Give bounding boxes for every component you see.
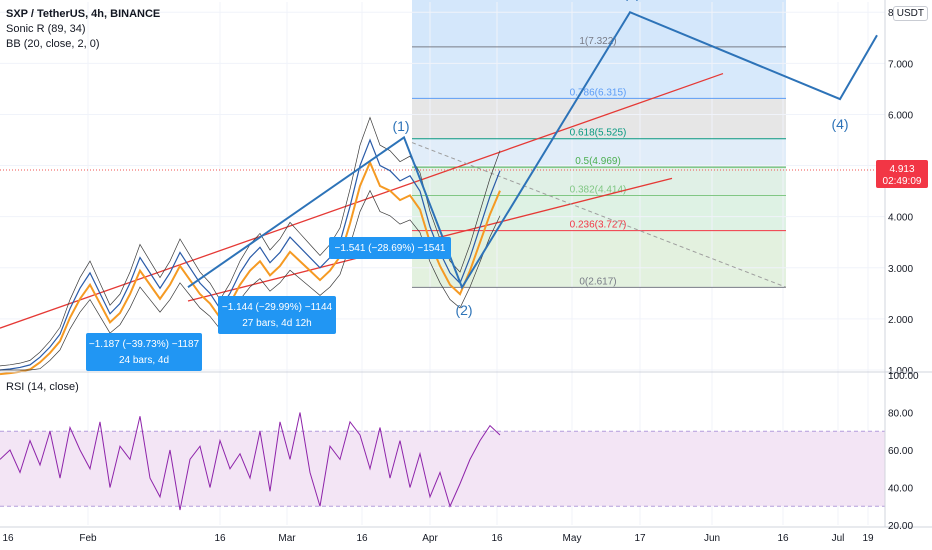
fib-level-label: 1(7.322) bbox=[579, 36, 616, 47]
fib-level-label: 0.236(3.727) bbox=[570, 220, 627, 231]
fib-zone bbox=[412, 167, 786, 196]
wave-label: (4) bbox=[831, 116, 848, 132]
fib-zone bbox=[412, 98, 786, 139]
y-tick-label: 8 bbox=[888, 8, 894, 19]
elliott-wave: (1) (2) (3) (4) bbox=[187, 0, 878, 318]
rsi-y-tick-label: 20.00 bbox=[888, 521, 913, 532]
fib-level-label: 0.5(4.969) bbox=[575, 156, 621, 167]
price-line bbox=[0, 138, 501, 371]
x-tick-label: Apr bbox=[422, 533, 438, 544]
wave-label: (2) bbox=[455, 302, 472, 318]
measure-box bbox=[86, 333, 202, 371]
symbol-title[interactable]: SXP / TetherUS, 4h, BINANCE bbox=[6, 8, 161, 20]
x-tick-label: 16 bbox=[214, 533, 226, 544]
indicator-sonic-r[interactable]: Sonic R (89, 34) bbox=[6, 23, 86, 35]
rsi-y-tick-label: 80.00 bbox=[888, 409, 913, 420]
bb-lower-line bbox=[0, 189, 501, 371]
last-price-value: 4.913 bbox=[889, 164, 914, 175]
x-tick-label: 16 bbox=[777, 533, 789, 544]
fib-level-label: 0.618(5.525) bbox=[570, 128, 627, 139]
fibonacci-fills bbox=[412, 0, 786, 288]
x-tick-label: 17 bbox=[634, 533, 646, 544]
x-tick-label: 16 bbox=[356, 533, 368, 544]
x-tick-label: Feb bbox=[79, 533, 97, 544]
sonic-ema-line bbox=[0, 159, 501, 376]
rsi-pane bbox=[0, 412, 885, 511]
x-tick-label: 19 bbox=[862, 533, 874, 544]
y-tick-label: 4.000 bbox=[888, 213, 913, 224]
wave-path bbox=[187, 10, 878, 290]
rsi-title[interactable]: RSI (14, close) bbox=[6, 381, 79, 393]
y-tick-label: 7.000 bbox=[888, 59, 913, 70]
measure-box bbox=[218, 296, 336, 334]
y-tick-label: 3.000 bbox=[888, 264, 913, 275]
measure-change: −1.144 (−29.99%) −1144 bbox=[222, 302, 333, 313]
x-tick-label: Mar bbox=[278, 533, 296, 544]
fib-zone bbox=[412, 46, 786, 99]
fib-level-label: 0.786(6.315) bbox=[570, 87, 627, 98]
rsi-legend: RSI (14, close) bbox=[6, 380, 79, 395]
rsi-band bbox=[0, 431, 885, 507]
x-tick-label: May bbox=[563, 533, 582, 544]
currency-label[interactable]: USDT bbox=[892, 6, 928, 21]
x-tick-label: Jul bbox=[832, 533, 845, 544]
x-tick-label: 16 bbox=[491, 533, 503, 544]
fib-zone bbox=[412, 195, 786, 231]
measure-change: −1.541 (−28.69%) −1541 bbox=[335, 243, 446, 254]
measure-change: −1.187 (−39.73%) −1187 bbox=[89, 339, 200, 350]
x-tick-label: Jun bbox=[704, 533, 720, 544]
bar-countdown: 02:49:09 bbox=[883, 176, 922, 187]
fib-zone bbox=[412, 0, 786, 47]
wave-label: (3) bbox=[623, 0, 640, 1]
measure-bars: 27 bars, 4d 12h bbox=[242, 318, 312, 329]
wave-label: (1) bbox=[392, 118, 409, 134]
fib-zone bbox=[412, 138, 786, 168]
rsi-y-tick-label: 100.00 bbox=[888, 371, 919, 382]
measure-bars: 24 bars, 4d bbox=[119, 355, 169, 366]
fib-level-label: 0(2.617) bbox=[579, 276, 616, 287]
main-legend: SXP / TetherUS, 4h, BINANCE Sonic R (89,… bbox=[6, 7, 160, 52]
channel-upper bbox=[0, 72, 724, 329]
rsi-y-tick-label: 60.00 bbox=[888, 446, 913, 457]
y-tick-label: 2.000 bbox=[888, 315, 913, 326]
rsi-line bbox=[0, 412, 501, 511]
last-price-tag bbox=[876, 160, 928, 189]
y-tick-label: 6.000 bbox=[888, 110, 913, 121]
measure-box bbox=[329, 237, 451, 259]
rsi-y-tick-label: 40.00 bbox=[888, 484, 913, 495]
measurement-labels[interactable]: −1.187 (−39.73%) −1187 24 bars, 4d −1.144 … bbox=[86, 237, 451, 371]
indicator-bb[interactable]: BB (20, close, 2, 0) bbox=[6, 38, 100, 50]
trend-dashed bbox=[411, 142, 787, 288]
fib-level-label: 0.382(4.414) bbox=[570, 185, 627, 196]
fibonacci-levels: 1(7.322) 0.786(6.315) 0.618(5.525) 0.5(4.96… bbox=[412, 36, 786, 288]
x-tick-label: 16 bbox=[2, 533, 14, 544]
